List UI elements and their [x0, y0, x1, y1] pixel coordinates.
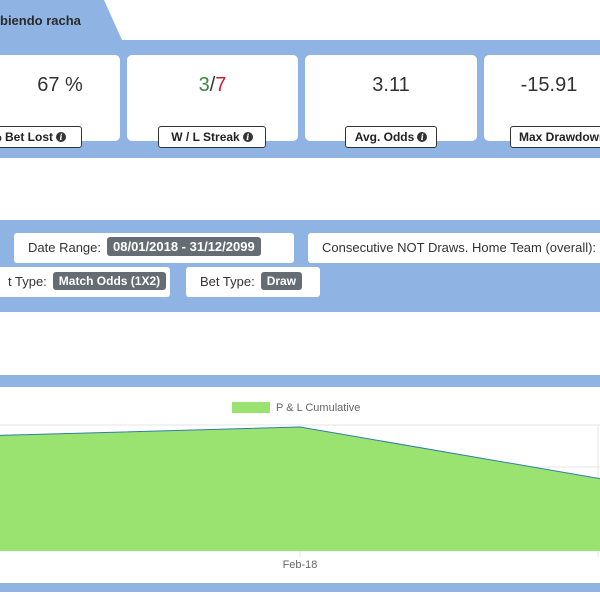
max-drawdown-value: -15.91 [520, 74, 578, 96]
wl-streak-label[interactable]: W / L Streak i [158, 126, 266, 148]
max-drawdown-card: -15.91 Max Drawdown [484, 55, 600, 148]
chart-header-band [0, 375, 600, 387]
strategy-filter[interactable]: Consecutive NOT Draws. Home Team (overal… [308, 233, 600, 263]
legend-label: P & L Cumulative [276, 402, 360, 414]
legend-swatch [232, 402, 270, 413]
market-type-value: Match Odds (1X2) [52, 272, 167, 290]
bet-type-filter[interactable]: Bet Type: Draw [186, 267, 320, 297]
date-range-filter[interactable]: Date Range: 08/01/2018 - 31/12/2099 [14, 233, 294, 263]
pl-chart: P & L Cumulative Feb-18 [0, 387, 600, 583]
wl-streak-wins: 3 [198, 74, 210, 96]
bet-lost-value: 67 % [37, 74, 83, 96]
market-type-label: t Type: [8, 274, 47, 289]
date-range-label: Date Range: [28, 240, 101, 255]
wl-streak-separator: / [209, 74, 216, 96]
strategy-tab[interactable]: biendo racha [0, 0, 122, 40]
chart-footer-band [0, 583, 600, 592]
wl-streak-card: 3/7 W / L Streak i [127, 55, 298, 148]
avg-odds-value: 3.11 [372, 74, 410, 96]
market-type-filter[interactable]: t Type: Match Odds (1X2) [0, 267, 170, 297]
bet-type-label: Bet Type: [200, 274, 255, 289]
avg-odds-card: 3.11 Avg. Odds i [305, 55, 477, 148]
pl-cumulative-line [0, 426, 600, 480]
filters-panel: Date Range: 08/01/2018 - 31/12/2099 Conse… [0, 220, 600, 312]
date-range-value: 08/01/2018 - 31/12/2099 [107, 237, 261, 256]
strategy-tab-title: biendo racha [0, 13, 81, 28]
info-icon[interactable]: i [417, 132, 428, 142]
bet-type-value: Draw [260, 272, 303, 290]
pl-chart-svg: P & L Cumulative Feb-18 [0, 402, 600, 571]
x-tick-label: Feb-18 [283, 559, 318, 571]
avg-odds-label[interactable]: Avg. Odds i [345, 126, 437, 148]
wl-streak-value: 3/7 [127, 74, 298, 97]
pl-cumulative-area [0, 427, 600, 551]
wl-streak-losses: 7 [215, 74, 227, 96]
info-icon[interactable]: i [56, 132, 67, 142]
info-icon[interactable]: i [242, 132, 253, 142]
strategy-filter-label: Consecutive NOT Draws. Home Team (overal… [322, 240, 597, 255]
max-drawdown-label[interactable]: Max Drawdown [510, 126, 600, 148]
